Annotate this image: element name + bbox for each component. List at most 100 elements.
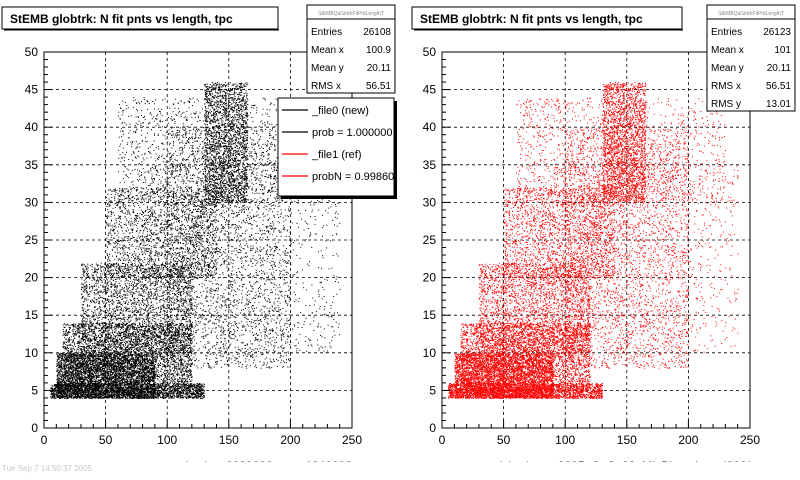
scatter-point [201,389,203,391]
scatter-point [96,392,98,394]
scatter-point [146,384,148,386]
scatter-point [180,387,182,389]
scatter-point [76,397,77,399]
scatter-point [169,385,170,387]
scatter-point [148,364,150,366]
scatter-point [163,388,165,390]
scatter-point [105,386,107,388]
scatter-point [52,393,53,395]
left-histogram-pad[interactable]: 05010015020025005101520253035404550st_ph… [1,4,397,473]
scatter-point [128,395,130,397]
scatter-point [194,384,196,386]
scatter-point [128,396,130,398]
scatter-point [119,384,121,386]
scatter-point [122,394,124,395]
scatter-point [116,389,118,391]
scatter-point [192,396,194,398]
scatter-point [92,392,94,394]
scatter-point [99,364,101,366]
scatter-point [51,392,53,394]
scatter-point [198,384,200,386]
scatter-point [196,393,198,395]
scatter-point [56,393,58,395]
scatter-point [104,391,106,393]
scatter-point [81,367,83,369]
scatter-point [117,361,119,363]
scatter-point [192,392,194,394]
scatter-point [70,392,72,394]
scatter-point [173,390,175,392]
scatter-point [92,385,93,387]
scatter-point [194,396,196,398]
scatter-point [180,385,182,387]
scatter-point [159,386,161,388]
scatter-point [75,387,77,389]
scatter-point [190,388,191,390]
scatter-point [101,388,103,390]
scatter-point [199,383,200,384]
scatter-point [177,387,179,389]
scatter-point [81,386,83,388]
scatter-point [60,369,62,371]
scatter-point [183,393,185,395]
scatter-point [112,389,114,391]
scatter-point [122,389,124,390]
scatter-point [171,386,173,388]
scatter-point [72,390,74,392]
scatter-point [184,389,186,391]
scatter-point [178,386,180,387]
scatter-point [148,396,150,398]
scatter-point [166,396,168,398]
scatter-point [60,385,62,387]
scatter-point [141,395,143,397]
scatter-point [175,388,177,390]
scatter-point [92,384,94,386]
scatter-point [164,391,166,393]
scatter-point [54,396,56,398]
scatter-point [110,366,112,368]
scatter-point [171,395,173,397]
scatter-point [130,397,131,399]
scatter-point [197,392,199,394]
scatter-point [197,383,199,385]
scatter-point [178,396,179,398]
scatter-point [159,391,160,393]
scatter-point [57,376,59,378]
scatter-point [112,387,114,389]
scatter-point [63,391,65,393]
scatter-point [83,395,85,397]
scatter-point [116,395,118,396]
scatter-point [52,392,54,394]
scatter-point [167,384,169,385]
scatter-point [62,356,64,358]
scatter-point [185,388,187,390]
scatter-point [75,389,77,391]
scatter-point [76,392,78,394]
scatter-point [130,386,132,388]
scatter-point [142,390,144,392]
scatter-point [196,391,198,393]
scatter-point [179,386,181,388]
scatter-point [176,396,178,398]
scatter-point [73,392,75,394]
scatter-point [189,393,191,394]
scatter-point [167,383,169,384]
scatter-point [169,388,171,390]
scatter-point [127,383,129,384]
scatter-point [59,394,61,396]
scatter-point [76,397,78,398]
scatter-point [197,397,199,399]
scatter-point [50,395,52,397]
scatter-point [111,390,113,392]
scatter-point [62,368,64,370]
scatter-point [157,387,158,389]
scatter-point [136,396,138,398]
scatter-point [156,387,158,389]
scatter-point [199,383,201,385]
scatter-point [177,388,179,390]
scatter-point [164,396,166,398]
scatter-point [171,397,173,399]
scatter-point [158,396,159,398]
scatter-point [200,395,202,397]
scatter-point [63,376,64,378]
